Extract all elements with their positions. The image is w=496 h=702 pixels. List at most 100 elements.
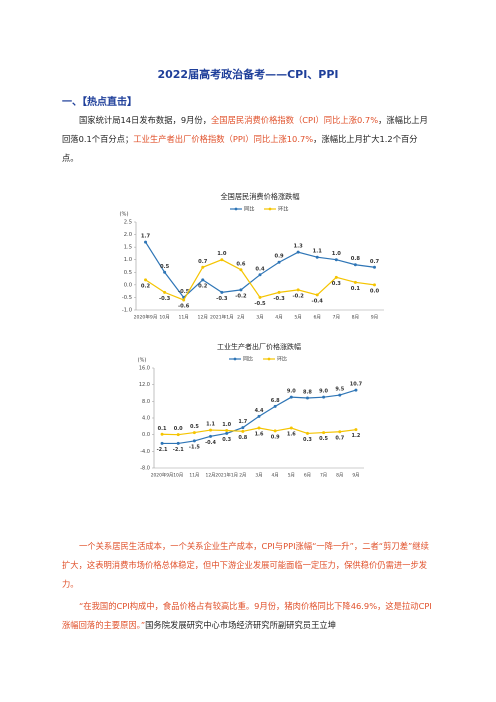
data-point: [220, 258, 224, 262]
data-point: [372, 265, 376, 269]
legend-marker: [267, 357, 271, 361]
data-point: [372, 283, 376, 287]
x-tick-label: 7月: [333, 315, 341, 321]
data-label: 0.5: [190, 424, 199, 430]
data-label: 0.0: [174, 426, 183, 432]
data-label: 10.7: [350, 382, 363, 388]
legend-label: 同比: [243, 356, 253, 363]
legend-label: 环比: [277, 356, 287, 363]
text: 国务院发展研究中心市场经济研究所副研究员王立坤: [145, 620, 336, 630]
text: ，涨幅比上月回落0.1个百分点；: [62, 115, 428, 144]
data-point: [273, 404, 277, 408]
x-tick-label: 11月: [189, 473, 199, 479]
data-label: -0.3: [216, 296, 228, 302]
data-label: -0.4: [205, 440, 216, 446]
data-point: [192, 439, 196, 443]
data-label: 1.7: [141, 234, 151, 240]
data-label: 1.0: [222, 422, 231, 428]
data-label: 8.8: [303, 390, 312, 396]
data-point: [353, 280, 357, 284]
data-point: [192, 431, 196, 435]
data-point: [239, 288, 243, 292]
x-tick-label: 12月: [206, 473, 216, 479]
data-point: [257, 426, 261, 430]
x-tick-label: 6月: [313, 315, 321, 321]
data-point: [354, 388, 358, 392]
data-point: [277, 260, 281, 264]
data-label: 1.0: [332, 251, 342, 257]
x-tick-label: 2021年1月: [215, 472, 238, 479]
legend-marker: [234, 207, 238, 211]
x-tick-label: 9月: [352, 473, 359, 479]
data-point: [258, 295, 262, 299]
data-point: [225, 431, 229, 435]
data-point: [209, 434, 213, 438]
data-point: [182, 298, 186, 302]
data-label: 0.4: [255, 266, 265, 272]
data-label: 0.7: [370, 259, 380, 265]
data-label: 0.5: [319, 436, 328, 442]
data-point: [201, 278, 205, 282]
data-point: [209, 428, 213, 432]
data-label: 1.2: [351, 433, 360, 439]
data-point: [277, 290, 281, 294]
legend-label: 环比: [278, 205, 288, 213]
data-label: 1.7: [238, 419, 247, 425]
highlight-text: 全国居民消费价格指数（CPI）同比上涨0.7%: [211, 115, 379, 125]
data-point: [160, 441, 164, 445]
data-label: -2.1: [157, 447, 168, 453]
data-label: 0.3: [332, 281, 342, 287]
data-label: 1.0: [217, 251, 227, 257]
data-point: [239, 268, 243, 272]
y-tick-label: 0.0: [142, 432, 150, 438]
chart-title: 工业生产者出厂价格涨跌幅: [217, 342, 301, 351]
data-label: -0.2: [292, 293, 304, 299]
data-label: 0.1: [158, 426, 167, 432]
data-point: [257, 414, 261, 418]
text: ，涨幅比上月扩大1.2个百分点。: [62, 134, 418, 163]
data-point: [305, 431, 309, 435]
data-label: 0.5: [160, 264, 170, 270]
data-label: -0.3: [273, 296, 285, 302]
chart-title: 全国居民消费价格涨跌幅: [220, 192, 299, 201]
x-tick-label: 10月: [159, 315, 169, 321]
data-point: [289, 426, 293, 430]
data-point: [305, 396, 309, 400]
data-label: -1.5: [189, 444, 200, 450]
data-point: [176, 433, 180, 437]
data-point: [225, 429, 229, 432]
x-tick-label: 2020年9月: [134, 314, 158, 321]
data-point: [163, 290, 167, 294]
paragraph: “在我国的CPI构成中，食品价格占有较高比重。9月份，猪肉价格同比下降46.9%…: [62, 597, 434, 635]
section-heading: 一、【热点直击】: [62, 97, 137, 108]
data-label: -0.5: [254, 301, 266, 307]
x-tick-label: 6月: [304, 473, 311, 479]
data-label: 0.6: [236, 261, 246, 267]
data-label: -0.3: [159, 296, 171, 302]
x-tick-label: 8月: [336, 473, 343, 479]
x-tick-label: 9月: [371, 315, 379, 321]
data-label: 9.0: [287, 389, 296, 395]
highlight-text: “在我国的CPI构成中，食品价格占有较高比重。9月份，猪肉价格同比下降46.9%…: [62, 601, 432, 630]
data-label: 1.1: [313, 249, 323, 255]
legend-marker: [233, 357, 237, 361]
data-label: 9.5: [335, 387, 344, 393]
data-label: 0.7: [198, 259, 208, 265]
x-tick-label: 2021年1月: [210, 314, 234, 321]
y-tick-label: -1.0: [122, 308, 132, 314]
x-tick-label: 4月: [272, 473, 279, 479]
y-tick-label: 8.0: [142, 399, 150, 405]
y-axis-label: (%): [120, 212, 129, 218]
data-label: 0.2: [198, 283, 208, 289]
data-label: -0.5: [178, 289, 190, 295]
y-tick-label: 0.0: [124, 282, 132, 288]
x-tick-label: 5月: [288, 473, 295, 479]
data-label: -0.4: [312, 298, 324, 304]
data-point: [353, 263, 357, 267]
data-label: 0.9: [274, 254, 284, 260]
chart: 工业生产者出厂价格涨跌幅 (%) -8.0 -4.0 0.0 4.0 8.0 12.0 16.0…: [138, 342, 364, 479]
data-label: -0.2: [235, 293, 247, 299]
y-axis-label: (%): [138, 358, 147, 364]
y-tick-label: 4.0: [142, 416, 150, 422]
y-tick-label: -8.0: [140, 466, 150, 472]
